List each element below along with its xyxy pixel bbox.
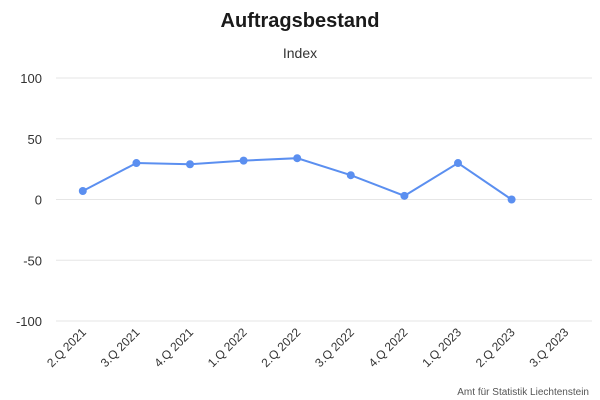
x-tick-label: 3.Q 2023 xyxy=(527,325,572,370)
data-point[interactable] xyxy=(293,154,302,163)
y-tick-label: -50 xyxy=(23,253,42,268)
grid-lines xyxy=(56,77,592,322)
x-tick-label: 2.Q 2023 xyxy=(473,325,518,370)
y-tick-label: 0 xyxy=(35,193,42,208)
x-tick-label: 1.Q 2023 xyxy=(419,325,464,370)
data-point[interactable] xyxy=(346,171,355,180)
data-point[interactable] xyxy=(78,186,87,195)
credit-label: Amt für Statistik Liechtenstein xyxy=(457,387,589,398)
y-axis: 100 50 0 -50 -100 xyxy=(16,71,42,329)
x-tick-label: 4.Q 2022 xyxy=(366,325,411,370)
x-tick-label: 1.Q 2022 xyxy=(205,325,250,370)
data-point[interactable] xyxy=(400,191,409,200)
x-tick-label: 4.Q 2021 xyxy=(151,325,196,370)
data-point[interactable] xyxy=(186,160,194,169)
x-axis: 2.Q 2021 3.Q 2021 4.Q 2021 1.Q 2022 2.Q 2022… xyxy=(44,325,571,370)
data-point[interactable] xyxy=(507,195,516,204)
y-tick-label: 100 xyxy=(20,71,42,86)
y-tick-label: -100 xyxy=(16,314,42,329)
data-point[interactable] xyxy=(454,159,462,168)
x-tick-label: 2.Q 2021 xyxy=(44,325,89,370)
y-tick-label: 50 xyxy=(28,132,42,147)
data-point[interactable] xyxy=(239,156,248,165)
series-line xyxy=(82,157,513,201)
chart-title: Auftragsbestand xyxy=(221,10,380,32)
data-point[interactable] xyxy=(132,159,141,168)
x-tick-label: 3.Q 2021 xyxy=(98,325,143,370)
x-tick-label: 2.Q 2022 xyxy=(259,325,304,370)
series xyxy=(78,154,516,204)
chart-subtitle: Index xyxy=(283,45,317,61)
x-tick-label: 3.Q 2022 xyxy=(312,325,357,370)
